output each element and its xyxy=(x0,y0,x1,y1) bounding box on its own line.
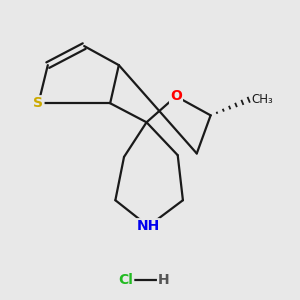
Text: O: O xyxy=(170,89,182,103)
Text: Cl: Cl xyxy=(118,273,133,287)
Text: NH: NH xyxy=(136,219,160,233)
Text: CH₃: CH₃ xyxy=(251,93,273,106)
Text: S: S xyxy=(34,96,44,110)
Text: H: H xyxy=(158,273,170,287)
